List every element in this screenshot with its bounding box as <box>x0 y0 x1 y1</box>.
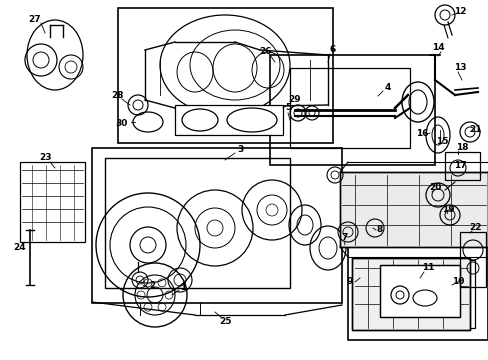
Bar <box>379 265 459 317</box>
Text: 11: 11 <box>421 264 433 273</box>
Bar <box>175 105 283 135</box>
Text: 17: 17 <box>453 161 466 170</box>
Text: 19: 19 <box>441 206 453 215</box>
Text: 22: 22 <box>469 224 481 233</box>
Text: 18: 18 <box>455 144 468 153</box>
Text: 21: 21 <box>469 126 481 135</box>
Bar <box>339 172 487 247</box>
Bar <box>444 152 479 180</box>
Text: 25: 25 <box>218 318 231 327</box>
Text: 5: 5 <box>285 104 290 112</box>
Text: 13: 13 <box>453 63 465 72</box>
Text: 4: 4 <box>384 84 390 93</box>
Text: 28: 28 <box>112 91 124 100</box>
Bar <box>351 258 469 330</box>
Text: 14: 14 <box>431 44 444 53</box>
Text: 16: 16 <box>415 129 427 138</box>
Text: 29: 29 <box>288 95 301 104</box>
Text: 20: 20 <box>428 184 440 193</box>
Text: 9: 9 <box>346 278 352 287</box>
Text: 30: 30 <box>116 118 128 127</box>
Text: 3: 3 <box>236 145 243 154</box>
Bar <box>289 68 409 148</box>
Bar <box>459 232 485 287</box>
Bar <box>351 258 469 330</box>
Text: 1: 1 <box>180 283 186 292</box>
Bar <box>379 265 459 317</box>
Text: 6: 6 <box>329 45 335 54</box>
Bar <box>118 8 332 143</box>
Bar <box>92 148 341 303</box>
Text: 7: 7 <box>341 234 347 243</box>
Bar <box>347 245 487 340</box>
Text: 2: 2 <box>148 282 155 291</box>
Text: 15: 15 <box>435 138 447 147</box>
Text: 24: 24 <box>14 243 26 252</box>
Bar <box>339 172 487 247</box>
Text: 10: 10 <box>451 278 463 287</box>
Bar <box>20 162 85 242</box>
Text: 27: 27 <box>29 15 41 24</box>
Bar <box>269 55 434 165</box>
Text: 26: 26 <box>258 48 271 57</box>
Text: 23: 23 <box>39 153 51 162</box>
Bar <box>374 260 474 328</box>
Text: 12: 12 <box>453 8 465 17</box>
Bar <box>105 158 289 288</box>
Text: 8: 8 <box>376 225 382 234</box>
